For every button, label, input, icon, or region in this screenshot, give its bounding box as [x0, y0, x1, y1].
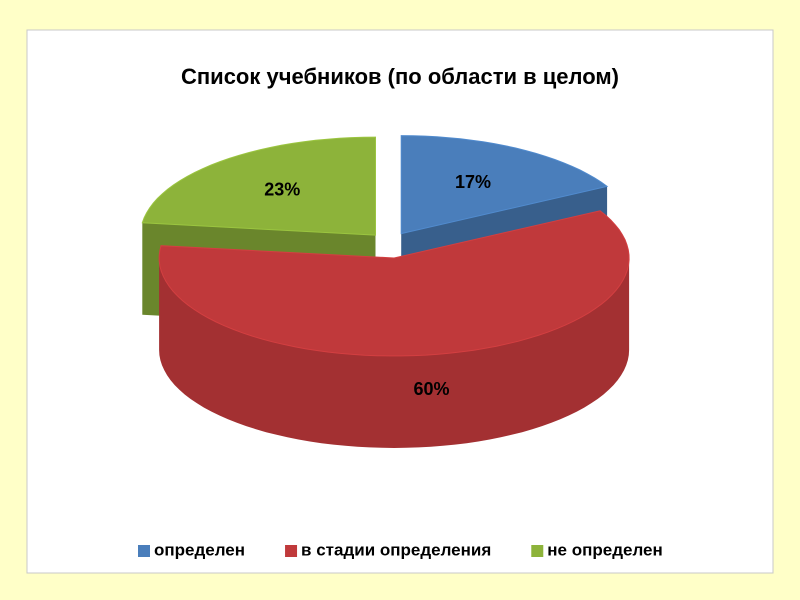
legend-label: не определен: [547, 540, 662, 559]
data-label: 60%: [414, 379, 450, 399]
data-label: 17%: [455, 172, 491, 192]
legend-label: в стадии определения: [301, 540, 491, 559]
slice-top: [158, 210, 630, 357]
data-label: 23%: [264, 180, 300, 200]
slice-side: [159, 258, 630, 448]
legend-swatch: [531, 545, 544, 557]
slice-top: [141, 136, 376, 236]
chart-title: Список учебников (по области в целом): [181, 64, 619, 89]
legend-swatch: [285, 545, 298, 557]
legend-swatch: [138, 545, 150, 557]
slice-top: [400, 135, 609, 235]
legend-label: определен: [154, 540, 245, 559]
